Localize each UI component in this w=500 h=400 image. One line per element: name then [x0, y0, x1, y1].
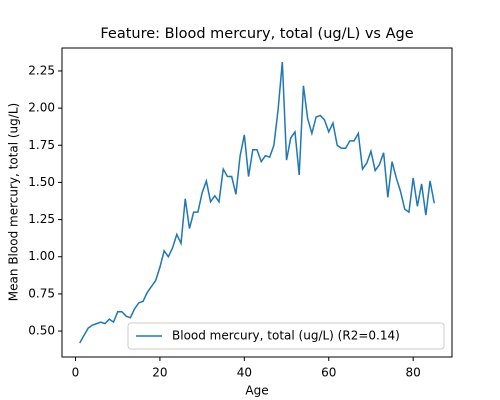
y-tick-label: 0.50	[28, 324, 55, 338]
legend-box	[127, 322, 445, 350]
legend-label: Blood mercury, total (ug/L) (R2=0.14)	[172, 329, 400, 343]
x-axis-label: Age	[245, 384, 268, 398]
line-series	[79, 61, 436, 344]
x-tick-label: 80	[406, 366, 421, 380]
y-axis-label: Mean Blood mercury, total (ug/L)	[7, 103, 21, 301]
legend: Blood mercury, total (ug/L) (R2=0.14)	[127, 322, 445, 350]
x-tick-label: 40	[237, 366, 252, 380]
x-tick-label: 20	[152, 366, 167, 380]
y-tick-label: 1.25	[28, 212, 55, 226]
y-tick-label: 1.50	[28, 175, 55, 189]
x-tick-label: 0	[72, 366, 80, 380]
y-tick-label: 1.00	[28, 249, 55, 263]
plot-frame	[61, 47, 453, 358]
chart-title: Feature: Blood mercury, total (ug/L) vs …	[100, 26, 413, 42]
y-tick-label: 2.00	[28, 101, 55, 115]
x-tick-label: 60	[321, 366, 336, 380]
y-tick-label: 1.75	[28, 138, 55, 152]
y-tick-label: 0.75	[28, 286, 55, 300]
y-tick-label: 2.25	[28, 63, 55, 77]
